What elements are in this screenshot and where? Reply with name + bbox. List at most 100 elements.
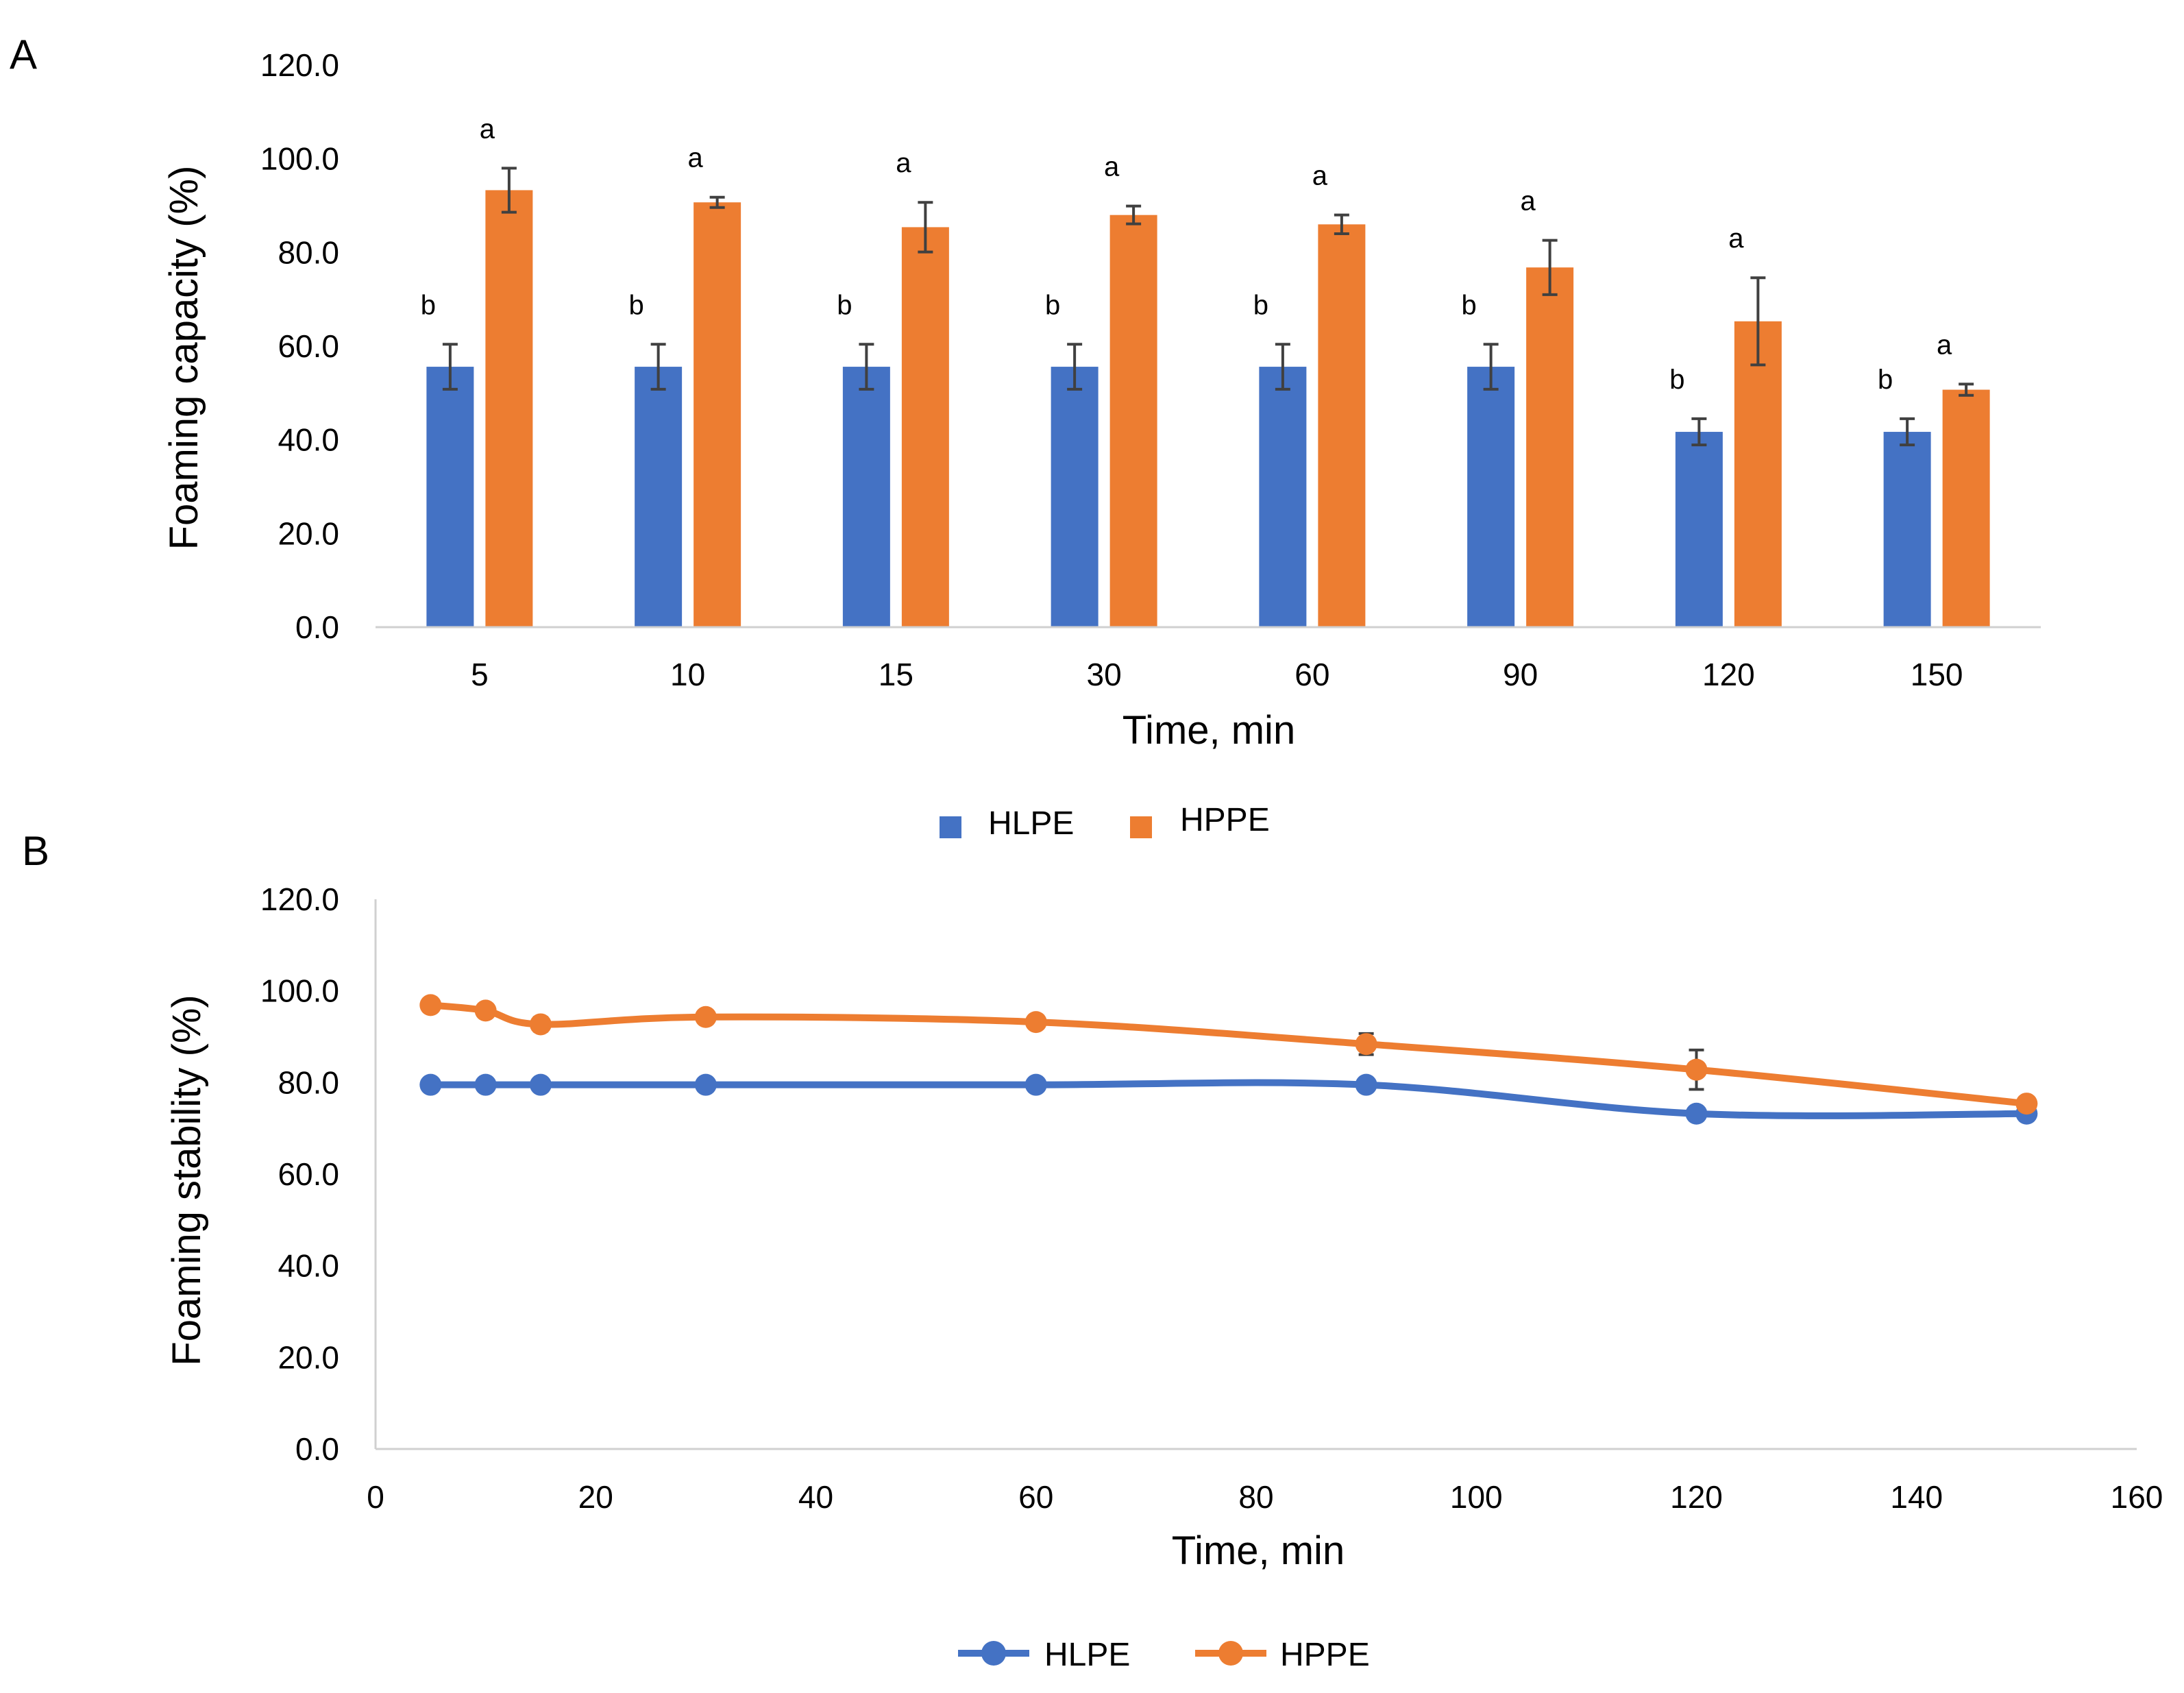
panel-a-y-tick-label: 0.0 [295, 609, 339, 645]
panel-b-data-point-hlpe [694, 1073, 717, 1096]
panel-b-legend-hppe-marker [1218, 1641, 1243, 1666]
panel-a-y-tick-label: 100.0 [260, 141, 339, 177]
panel-a-y-axis-title: Foaming capacity (%) [162, 166, 206, 550]
panel-a-y-tick-label: 80.0 [278, 234, 339, 270]
panel-b-y-tick-label: 60.0 [278, 1156, 339, 1192]
panel-b-y-tick-label: 40.0 [278, 1248, 339, 1284]
panel-a-significance-label-hppe: a [1312, 161, 1328, 191]
panel-b-data-point-hlpe [419, 1073, 442, 1096]
panel-b-y-tick-label: 80.0 [278, 1064, 339, 1100]
panel-a-x-tick-label: 10 [670, 657, 705, 692]
panel-b-data-point-hppe [694, 1006, 717, 1028]
panel-a-significance-label-hppe: a [688, 143, 704, 173]
panel-b-data-point-hlpe [529, 1073, 552, 1096]
panel-a-y-tick-label: 120.0 [260, 47, 339, 83]
panel-a-bar-hppe [1526, 267, 1574, 627]
panel-a-significance-label-hlpe: b [421, 290, 436, 320]
panel-b-y-tick-label: 120.0 [260, 881, 339, 917]
panel-a-bar-hlpe [1467, 367, 1515, 627]
panel-a-significance-label-hppe: a [480, 114, 495, 144]
panel-a-y-tick-label: 60.0 [278, 328, 339, 364]
panel-b-legend-hppe-label: HPPE [1280, 1637, 1370, 1673]
panel-b-line-chart: B 0.0 20.0 40.0 60.0 80.0 100.0 120.0 0 20 40 60 80… [22, 828, 2163, 1673]
panel-b-x-tick-label: 120 [1670, 1479, 1723, 1515]
panel-a-x-tick-label: 15 [879, 657, 913, 692]
panel-b-legend-item-hppe[interactable]: HPPE [1195, 1637, 1370, 1673]
panel-a-significance-label-hlpe: b [837, 290, 852, 320]
panel-a-significance-label-hppe: a [1937, 330, 1952, 360]
panel-a-significance-label-hppe: a [896, 148, 911, 178]
panel-a-significance-label-hppe: a [1521, 186, 1536, 217]
panel-a-legend-hlpe-swatch [940, 816, 961, 838]
panel-b-data-point-hlpe [1355, 1073, 1377, 1096]
panel-b-legend-hlpe-marker [981, 1641, 1006, 1666]
panel-a-x-tick-label: 90 [1503, 657, 1538, 692]
panel-a-bar-hppe [1942, 389, 1990, 627]
panel-a-x-tick-label: 60 [1295, 657, 1329, 692]
panel-b-x-tick-label: 20 [578, 1479, 613, 1515]
panel-a-bar-hlpe [1675, 432, 1723, 627]
panel-b-data-point-hppe [1355, 1033, 1377, 1056]
panel-a-significance-label-hlpe: b [1669, 365, 1684, 395]
panel-a-x-tick-label: 120 [1702, 657, 1755, 692]
panel-b-data-point-hlpe [474, 1073, 497, 1096]
panel-b-data-point-hppe [474, 999, 497, 1022]
panel-a-bar-hlpe [1883, 432, 1931, 627]
panel-a-bar-hlpe [426, 367, 474, 627]
panel-b-legend-hlpe-label: HLPE [1044, 1637, 1130, 1673]
panel-a-significance-label-hlpe: b [1253, 290, 1268, 320]
panel-b-x-tick-label: 160 [2111, 1479, 2163, 1515]
panel-b-data-point-hppe [1024, 1011, 1047, 1034]
panel-b-data-point-hppe [419, 994, 442, 1016]
panel-b-y-tick-label: 0.0 [295, 1431, 339, 1467]
panel-a-label: A [10, 32, 37, 77]
panel-b-x-tick-label: 140 [1890, 1479, 1943, 1515]
panel-b-data-point-hppe [529, 1013, 552, 1036]
panel-a-significance-label-hppe: a [1104, 152, 1120, 182]
panel-a-bar-chart: A 0.0 20.0 40.0 60.0 80.0 100.0 120.0 b a 5 b a 10 b a… [10, 32, 2041, 842]
panel-a-significance-label-hlpe: b [1045, 290, 1060, 320]
panel-a-x-tick-label: 30 [1087, 657, 1122, 692]
panel-a-bar-hlpe [1259, 367, 1307, 627]
panel-a-bar-hppe [694, 202, 741, 627]
panel-b-data-point-hppe [2015, 1093, 2038, 1115]
panel-a-legend-hlpe-label: HLPE [988, 805, 1074, 842]
panel-b-legend: HLPE HPPE [958, 1637, 1370, 1673]
panel-a-y-tick-label: 20.0 [278, 515, 339, 551]
panel-b-y-tick-label: 20.0 [278, 1339, 339, 1375]
panel-b-plot-area: 0.0 20.0 40.0 60.0 80.0 100.0 120.0 0 20 40 60 80 10… [260, 881, 2163, 1515]
panel-b-data-point-hlpe [1685, 1102, 1708, 1125]
panel-a-significance-label-hlpe: b [1878, 365, 1893, 395]
panel-b-data-point-hppe [1685, 1058, 1708, 1081]
panel-a-significance-label-hppe: a [1728, 223, 1744, 254]
panel-b-x-tick-label: 0 [367, 1479, 384, 1515]
panel-b-legend-item-hlpe[interactable]: HLPE [958, 1637, 1130, 1673]
panel-a-plot-area: 0.0 20.0 40.0 60.0 80.0 100.0 120.0 b a 5 b a 10 b a 15… [260, 47, 2041, 692]
panel-b-x-tick-label: 40 [798, 1479, 833, 1515]
panel-b-y-tick-label: 100.0 [260, 973, 339, 1009]
panel-a-legend-item-hlpe[interactable]: HLPE [940, 805, 1074, 842]
panel-b-label: B [22, 828, 49, 874]
panel-a-y-tick-label: 40.0 [278, 422, 339, 458]
panel-a-significance-label-hlpe: b [629, 290, 644, 320]
panel-a-bar-hppe [901, 227, 949, 627]
panel-a-legend-item-hppe[interactable]: HPPE [1130, 802, 1270, 838]
panel-a-bar-hlpe [635, 367, 683, 627]
panel-a-significance-label-hlpe: b [1462, 290, 1477, 320]
panel-b-x-tick-label: 80 [1238, 1479, 1273, 1515]
panel-a-bar-hppe [485, 190, 533, 627]
panel-a-bar-hppe [1109, 215, 1157, 628]
panel-a-legend: HLPE HPPE [940, 802, 1270, 842]
panel-a-bar-hlpe [842, 367, 890, 627]
panel-a-x-tick-label: 5 [471, 657, 489, 692]
panel-b-x-tick-label: 100 [1450, 1479, 1503, 1515]
panel-a-bar-hppe [1734, 321, 1782, 627]
panel-b-y-axis-title: Foaming stability (%) [164, 995, 209, 1365]
panel-b-x-axis-title: Time, min [1172, 1528, 1345, 1573]
panel-a-x-tick-label: 150 [1911, 657, 1963, 692]
panel-b-x-tick-label: 60 [1018, 1479, 1053, 1515]
panel-b-data-point-hlpe [1024, 1073, 1047, 1096]
panel-a-bar-hlpe [1051, 367, 1099, 627]
